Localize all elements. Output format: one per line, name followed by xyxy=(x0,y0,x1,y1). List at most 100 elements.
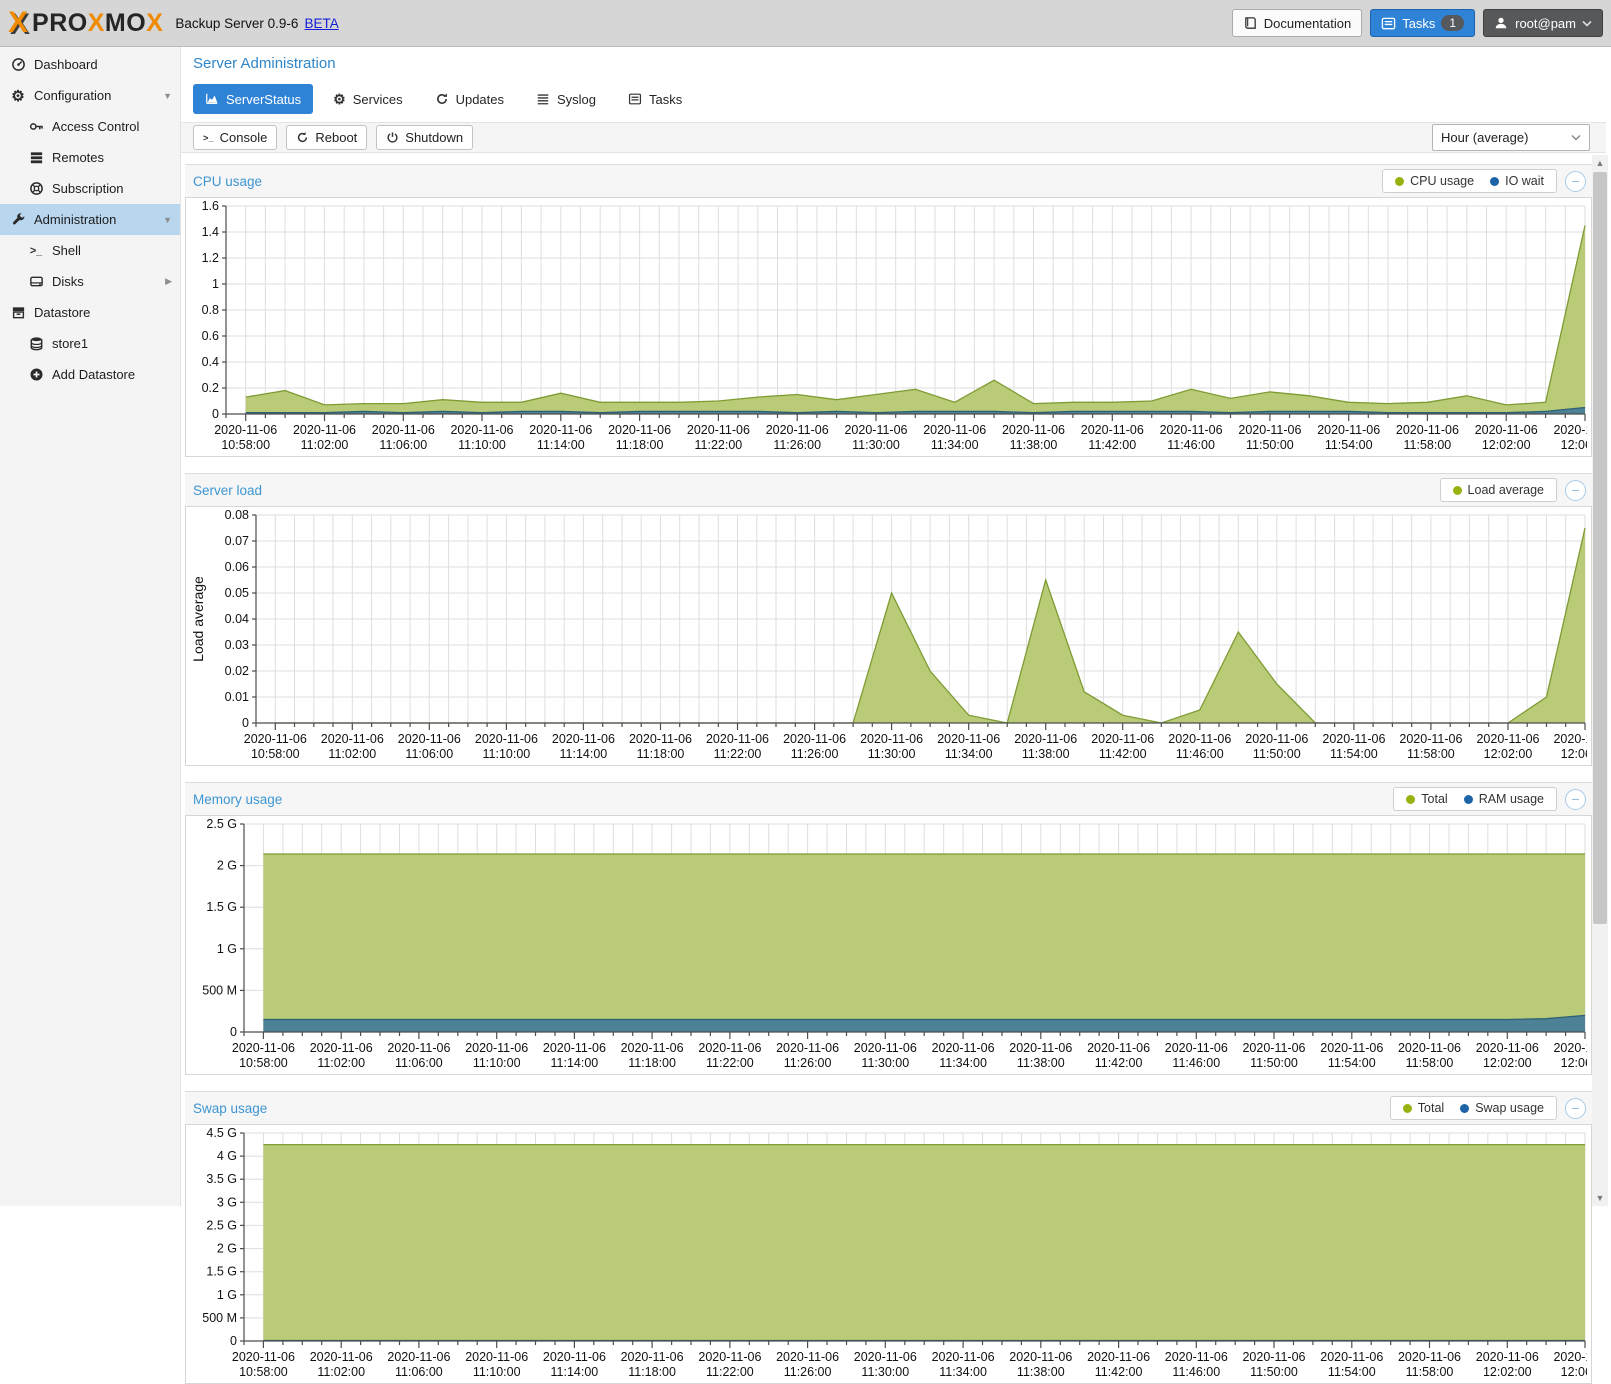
svg-text:11:22:00: 11:22:00 xyxy=(706,1056,754,1070)
svg-text:11:30:00: 11:30:00 xyxy=(861,1365,909,1379)
sidebar-item-shell[interactable]: >_ Shell xyxy=(0,235,180,266)
tab-services[interactable]: ⚙ Services xyxy=(321,84,414,114)
svg-text:2020-11-06: 2020-11-06 xyxy=(1087,1350,1150,1364)
gears-icon: ⚙ xyxy=(333,90,346,107)
svg-text:11:50:00: 11:50:00 xyxy=(1250,1365,1298,1379)
sidebar-item-add-datastore[interactable]: Add Datastore xyxy=(0,359,180,390)
reboot-label: Reboot xyxy=(315,130,358,145)
collapse-icon[interactable]: − xyxy=(1565,170,1586,192)
collapse-arrow-icon[interactable]: ▼ xyxy=(163,214,172,225)
svg-text:2020-11-06: 2020-11-06 xyxy=(854,1350,917,1364)
svg-text:1: 1 xyxy=(212,277,219,291)
vertical-scrollbar[interactable]: ▲ ▼ xyxy=(1592,155,1608,1206)
legend-label: Total xyxy=(1421,792,1448,806)
sidebar-item-datastore[interactable]: Datastore xyxy=(0,297,180,328)
sidebar-item-remotes[interactable]: Remotes xyxy=(0,142,180,173)
svg-text:11:02:00: 11:02:00 xyxy=(328,747,376,761)
server-load-panel: Server load Load average − 0.08 0.07 0.06 0… xyxy=(185,473,1592,766)
plus-circle-icon xyxy=(29,367,44,382)
tab-updates[interactable]: Updates xyxy=(423,84,516,114)
console-button[interactable]: >_ Console xyxy=(193,125,278,150)
svg-text:10:58:00: 10:58:00 xyxy=(239,1365,288,1379)
terminal-icon: >_ xyxy=(29,244,43,257)
svg-text:2020-11-06: 2020-11-06 xyxy=(398,732,461,746)
scroll-down-arrow[interactable]: ▼ xyxy=(1595,1193,1605,1203)
svg-text:Load average: Load average xyxy=(190,576,206,662)
svg-text:11:30:00: 11:30:00 xyxy=(861,1056,909,1070)
topbar-actions: Documentation Tasks 1 root@pam xyxy=(1231,9,1603,37)
tab-syslog[interactable]: Syslog xyxy=(524,84,608,114)
svg-text:2020-11-06: 2020-11-06 xyxy=(1398,1041,1461,1055)
scrollbar-thumb[interactable] xyxy=(1593,172,1607,924)
svg-text:11:58:00: 11:58:00 xyxy=(1407,747,1455,761)
collapse-arrow-icon[interactable]: ▼ xyxy=(163,90,172,101)
svg-text:11:46:00: 11:46:00 xyxy=(1167,438,1215,452)
cpu-usage-panel-header: CPU usage CPU usage IO wait − xyxy=(185,165,1592,197)
svg-text:2020-11-06: 2020-11-06 xyxy=(1165,1350,1228,1364)
legend-item[interactable]: Total xyxy=(1398,792,1455,806)
user-label: root@pam xyxy=(1515,15,1576,31)
collapse-icon[interactable]: − xyxy=(1565,1097,1586,1119)
sidebar-item-store1[interactable]: store1 xyxy=(0,328,180,359)
sidebar-item-access-control[interactable]: Access Control xyxy=(0,111,180,142)
svg-text:2020-11-06: 2020-11-06 xyxy=(1245,732,1308,746)
collapse-icon[interactable]: − xyxy=(1565,479,1586,501)
list-icon xyxy=(536,92,550,106)
svg-text:2020-11-06: 2020-11-06 xyxy=(1238,423,1301,437)
tasks-button[interactable]: Tasks 1 xyxy=(1370,9,1476,37)
svg-text:2020-11-06: 2020-11-06 xyxy=(465,1041,528,1055)
chart-icon xyxy=(205,92,219,106)
svg-text:11:14:00: 11:14:00 xyxy=(551,1056,599,1070)
svg-text:11:38:00: 11:38:00 xyxy=(1022,747,1070,761)
svg-text:11:22:00: 11:22:00 xyxy=(714,747,762,761)
legend-item[interactable]: IO wait xyxy=(1482,174,1552,188)
legend-item[interactable]: Total xyxy=(1395,1101,1452,1115)
svg-text:0.01: 0.01 xyxy=(225,690,249,704)
svg-text:500 M: 500 M xyxy=(202,1311,237,1325)
cpu-usage-title: CPU usage xyxy=(193,173,263,189)
server-load-legend: Load average xyxy=(1439,478,1557,502)
svg-text:0.06: 0.06 xyxy=(225,560,249,574)
beta-link[interactable]: BETA xyxy=(304,15,339,31)
legend-item[interactable]: Load average xyxy=(1445,483,1552,497)
timeframe-select[interactable]: Hour (average) xyxy=(1432,124,1590,151)
svg-text:10:58:00: 10:58:00 xyxy=(221,438,270,452)
memory-usage-title: Memory usage xyxy=(193,791,283,807)
documentation-button[interactable]: Documentation xyxy=(1231,9,1363,37)
svg-text:2020-11-06: 2020-11-06 xyxy=(923,423,986,437)
memory-usage-panel: Memory usage Total RAM usage − 2.5 G 2 G 1.… xyxy=(185,782,1592,1075)
collapse-icon[interactable]: − xyxy=(1565,788,1586,810)
svg-text:2020-11-06: 2020-11-06 xyxy=(776,1041,839,1055)
chevron-down-icon xyxy=(1571,135,1581,141)
tab-serverstatus[interactable]: ServerStatus xyxy=(193,84,314,114)
scroll-up-arrow[interactable]: ▲ xyxy=(1595,158,1605,168)
sidebar-item-disks[interactable]: Disks ▶ xyxy=(0,266,180,297)
swap-usage-title: Swap usage xyxy=(193,1100,268,1116)
legend-item[interactable]: Swap usage xyxy=(1452,1101,1552,1115)
svg-text:11:54:00: 11:54:00 xyxy=(1325,438,1373,452)
svg-text:2020-11-06: 2020-11-06 xyxy=(543,1041,606,1055)
sidebar-item-subscription[interactable]: Subscription xyxy=(0,173,180,204)
legend-item[interactable]: RAM usage xyxy=(1456,792,1552,806)
svg-text:2020-11-06: 2020-11-06 xyxy=(214,423,277,437)
sidebar-item-label: Add Datastore xyxy=(52,367,136,382)
legend-item[interactable]: CPU usage xyxy=(1387,174,1482,188)
svg-text:2020-11-06: 2020-11-06 xyxy=(372,423,435,437)
sidebar-item-dashboard[interactable]: Dashboard xyxy=(0,49,180,80)
sidebar-item-configuration[interactable]: ⚙ Configuration ▼ xyxy=(0,80,180,111)
svg-text:11:14:00: 11:14:00 xyxy=(551,1365,599,1379)
remotes-icon xyxy=(29,150,44,165)
tasks-label: Tasks xyxy=(1402,15,1436,31)
svg-text:2020-11-06: 2020-11-06 xyxy=(450,423,513,437)
svg-text:12:06:00: 12:06:00 xyxy=(1561,747,1587,761)
tab-tasks[interactable]: Tasks xyxy=(616,84,694,114)
product-subtitle: Backup Server 0.9-6 xyxy=(175,15,299,31)
sidebar-item-administration[interactable]: Administration ▼ xyxy=(0,204,180,235)
shutdown-button[interactable]: Shutdown xyxy=(376,125,474,150)
sidebar-item-label: Shell xyxy=(52,243,81,258)
svg-text:12:06:00: 12:06:00 xyxy=(1561,1056,1587,1070)
user-menu-button[interactable]: root@pam xyxy=(1483,9,1603,37)
reboot-button[interactable]: Reboot xyxy=(286,125,368,150)
expand-arrow-icon[interactable]: ▶ xyxy=(165,276,172,286)
tab-label: Syslog xyxy=(557,91,597,107)
